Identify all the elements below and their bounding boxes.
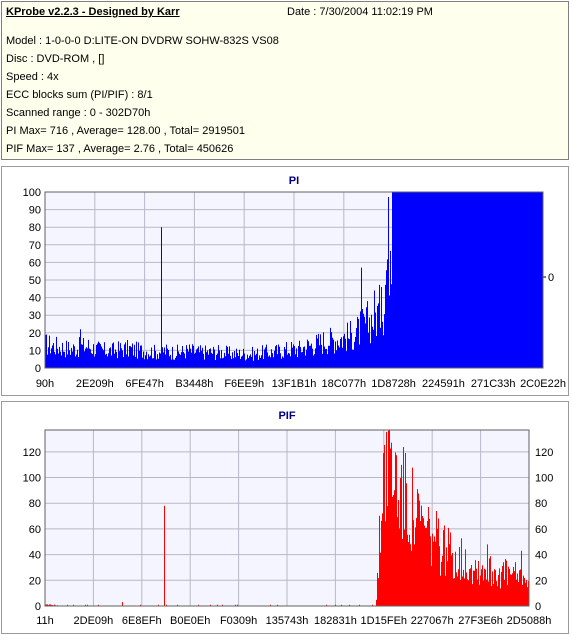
y-tick-label: 0 [35, 601, 41, 613]
plot-frame [44, 429, 530, 607]
y-tick-label: 80 [29, 498, 41, 510]
x-tick-label: 18C077h [321, 378, 366, 390]
x-tick-label: F0309h [220, 615, 257, 627]
model-line: Model : 1-0-0-0 D:LITE-ON DVDRW SOHW-832… [6, 35, 279, 47]
y-tick-label-right: 120 [535, 447, 553, 459]
y-tick-label: 70 [29, 240, 41, 252]
y-tick-label: 120 [23, 447, 41, 459]
y-tick-label: 60 [29, 524, 41, 536]
x-tick-label: 182831h [314, 615, 357, 627]
series-pi [45, 192, 543, 368]
scan-date: Date : 7/30/2004 11:02:19 PM [287, 6, 433, 18]
y-tick-label: 100 [23, 473, 41, 485]
disc-line: Disc : DVD-ROM , [] [6, 53, 105, 65]
y-tick-label-right: 80 [535, 498, 547, 510]
y-tick-label-right: 20 [535, 575, 547, 587]
y-tick-label: 100 [23, 187, 41, 199]
y-tick-label-right: 40 [535, 550, 547, 562]
speed-line: Speed : 4x [6, 71, 59, 83]
pif-chart-panel: PIF 0 0 20 20 40 40 60 60 80 80 100 100 120 120 11h 2DE0… [1, 401, 569, 634]
y-tick-label: 90 [29, 205, 41, 217]
y-tick-label: 30 [29, 310, 41, 322]
x-tick-label: 11h [36, 615, 54, 627]
x-tick-label: 6FE47h [125, 378, 164, 390]
x-tick-label: 27F3E6h [458, 615, 503, 627]
y-tick-label: 0 [35, 363, 41, 375]
y-tick-label: 20 [29, 575, 41, 587]
x-tick-label: 2E209h [76, 378, 114, 390]
y-tick-label: 20 [29, 328, 41, 340]
ecc-line: ECC blocks sum (PI/PIF) : 8/1 [6, 89, 153, 101]
x-tick-label: 2C0E22h [520, 378, 566, 390]
x-tick-label: F6EE9h [224, 378, 264, 390]
x-tick-label: 13F1B1h [272, 378, 317, 390]
y-tick-label-right: 100 [535, 473, 553, 485]
y-tick-label: 10 [29, 345, 41, 357]
pi-chart-panel: PI 0 10 20 30 40 50 60 70 80 90 100 90h 2E209h 6FE47h B… [1, 166, 569, 396]
y-tick-label: 80 [29, 222, 41, 234]
chart-title: PI [289, 175, 299, 187]
plot-frame [44, 191, 544, 369]
y-tick-label: 40 [29, 550, 41, 562]
x-tick-label: B3448h [175, 378, 213, 390]
x-tick-label: 2DE09h [74, 615, 114, 627]
x-tick-label: B0E0Eh [170, 615, 210, 627]
x-tick-label: 90h [36, 378, 54, 390]
y-tick-label-right: 0 [548, 272, 554, 284]
info-panel: KProbe v2.2.3 - Designed by Karr Date : … [1, 1, 569, 160]
pif-chart: PIF 0 0 20 20 40 40 60 60 80 80 100 100 120 120 11h 2DE0… [23, 410, 554, 627]
x-tick-label: 2D5088h [507, 615, 552, 627]
y-tick-label: 50 [29, 275, 41, 287]
x-tick-label: 271C33h [471, 378, 516, 390]
y-tick-label: 60 [29, 257, 41, 269]
x-tick-label: 1D15FEh [361, 615, 407, 627]
x-tick-label: 6E8EFh [122, 615, 162, 627]
x-tick-label: 135743h [266, 615, 309, 627]
x-tick-label: 227067h [411, 615, 454, 627]
series-pif [45, 430, 529, 606]
y-tick-label-right: 0 [535, 601, 541, 613]
app-title: KProbe v2.2.3 - Designed by Karr [6, 6, 180, 18]
chart-title: PIF [278, 410, 295, 422]
x-tick-label: 1D8728h [371, 378, 416, 390]
x-tick-label: 224591h [422, 378, 465, 390]
pi-chart: PI 0 10 20 30 40 50 60 70 80 90 100 90h 2E209h 6FE47h B… [23, 175, 566, 390]
pi-stats-line: PI Max= 716 , Average= 128.00 , Total= 2… [6, 125, 246, 137]
y-tick-label: 40 [29, 293, 41, 305]
pif-stats-line: PIF Max= 137 , Average= 2.76 , Total= 45… [6, 143, 234, 155]
range-line: Scanned range : 0 - 302D70h [6, 107, 151, 119]
y-tick-label-right: 60 [535, 524, 547, 536]
